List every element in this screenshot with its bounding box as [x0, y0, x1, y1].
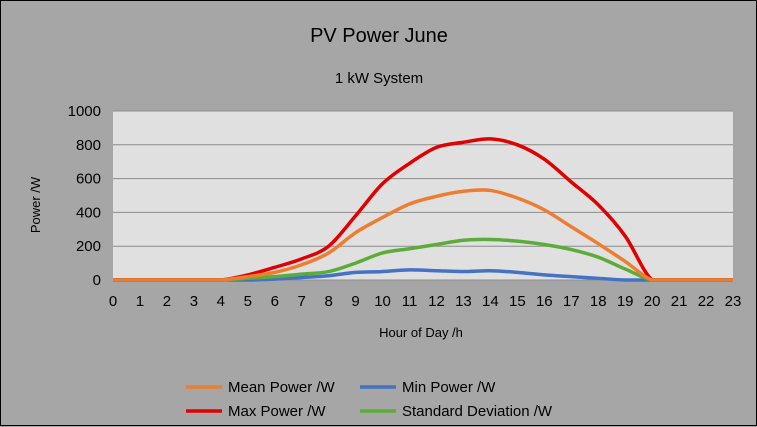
y-axis-title: Power /W	[28, 176, 43, 233]
y-tick-label: 0	[93, 272, 101, 289]
y-tick-label: 600	[76, 171, 101, 188]
x-tick-label: 2	[163, 293, 171, 310]
x-tick-label: 23	[725, 293, 742, 310]
plot-area	[113, 111, 733, 280]
y-tick-label: 1000	[68, 103, 101, 120]
legend-label: Mean Power /W	[228, 379, 336, 396]
x-tick-label: 8	[324, 293, 332, 310]
x-axis-ticks: 0 1 2 3 4 5 6 7 8 9 10 11 12 13 14 15 16 17 18 19 20 21 22 23	[109, 293, 742, 310]
series-lines	[113, 137, 733, 282]
x-tick-label: 15	[509, 293, 526, 310]
x-tick-label: 16	[536, 293, 553, 310]
x-tick-label: 20	[644, 293, 661, 310]
legend: Mean Power /W Min Power /W Max Power /W Sta…	[186, 379, 553, 420]
legend-label: Max Power /W	[228, 403, 326, 420]
x-axis-title: Hour of Day /h	[379, 325, 463, 340]
x-tick-label: 3	[190, 293, 198, 310]
legend-label: Min Power /W	[402, 379, 496, 396]
y-tick-label: 200	[76, 238, 101, 255]
x-tick-label: 1	[136, 293, 144, 310]
x-tick-label: 14	[482, 293, 499, 310]
x-tick-label: 10	[374, 293, 391, 310]
y-tick-label: 400	[76, 204, 101, 221]
x-tick-label: 4	[217, 293, 225, 310]
x-tick-label: 18	[590, 293, 607, 310]
x-tick-label: 21	[671, 293, 688, 310]
x-tick-label: 0	[109, 293, 117, 310]
legend-label: Standard Deviation /W	[402, 403, 553, 420]
series-line-0	[113, 188, 733, 282]
x-tick-label: 6	[271, 293, 279, 310]
chart-subtitle: 1 kW System	[335, 70, 423, 87]
x-tick-label: 9	[351, 293, 359, 310]
x-tick-label: 7	[298, 293, 306, 310]
y-axis-ticks: 0 200 400 600 800 1000	[68, 103, 101, 289]
x-tick-label: 17	[563, 293, 580, 310]
x-tick-label: 11	[402, 293, 418, 310]
x-tick-label: 12	[428, 293, 445, 310]
x-tick-label: 19	[617, 293, 634, 310]
y-tick-label: 800	[76, 137, 101, 154]
x-tick-label: 13	[455, 293, 472, 310]
x-tick-label: 22	[698, 293, 715, 310]
x-tick-label: 5	[244, 293, 252, 310]
chart-title: PV Power June	[310, 25, 448, 47]
